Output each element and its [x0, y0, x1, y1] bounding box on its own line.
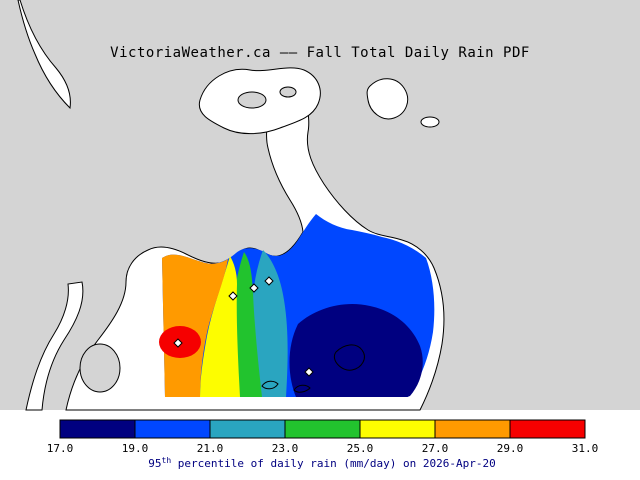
station-marker	[264, 276, 274, 286]
caption-prefix: 95	[148, 457, 161, 470]
station-marker	[173, 338, 183, 348]
contour-band-orange-27-29	[162, 254, 228, 397]
contour-band-navy-17-19	[289, 304, 423, 397]
station-marker	[304, 367, 314, 377]
colorbar-caption: 95th percentile of daily rain (mm/day) o…	[148, 456, 495, 470]
lake-outline-large	[334, 344, 365, 371]
colorbar-segment	[509, 419, 586, 439]
caption-superscript: th	[162, 456, 172, 465]
colorbar-tick: 23.0	[272, 442, 299, 455]
caption-rest: percentile of daily rain (mm/day) on 202…	[171, 457, 496, 470]
colorbar-tick: 21.0	[197, 442, 224, 455]
station-marker	[228, 291, 238, 301]
island-southwest	[79, 343, 121, 393]
contour-band-yellow-25-27	[200, 256, 240, 397]
colorbar-segment	[209, 419, 286, 439]
contour-band-cyan-21-23	[251, 250, 288, 397]
northwest-channel-water	[17, 0, 71, 110]
northeast-inlet-water	[366, 78, 409, 120]
map-title: VictoriaWeather.ca —— Fall Total Daily R…	[110, 45, 530, 61]
colorbar-segment	[434, 419, 511, 439]
southwest-channel-water	[25, 281, 84, 411]
small-cove-water	[420, 116, 440, 128]
colorbar-segment	[134, 419, 211, 439]
colorbar-segment	[359, 419, 436, 439]
colorbar-tick: 29.0	[497, 442, 524, 455]
colorbar-segment	[59, 419, 136, 439]
colorbar-tick: 31.0	[572, 442, 599, 455]
station-markers	[173, 276, 314, 377]
lake-outline-tiny	[261, 380, 279, 390]
islands	[79, 86, 297, 393]
colorbar-tick: 25.0	[347, 442, 374, 455]
rain-contour-field	[159, 214, 435, 397]
colorbar-tick: 27.0	[422, 442, 449, 455]
contour-band-green-23-25	[231, 252, 262, 397]
island-north-large	[237, 91, 267, 109]
lake-outline-small	[293, 384, 311, 393]
colorbar-tick: 19.0	[122, 442, 149, 455]
colorbar-frame	[59, 419, 586, 439]
island-north-small	[279, 86, 297, 98]
station-marker	[249, 283, 259, 293]
colorbar-segment	[284, 419, 361, 439]
colorbar-tick: 17.0	[47, 442, 74, 455]
colorbar: 17.0 19.0 21.0 23.0 25.0 27.0 29.0 31.0 …	[47, 419, 599, 470]
